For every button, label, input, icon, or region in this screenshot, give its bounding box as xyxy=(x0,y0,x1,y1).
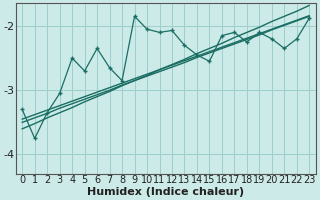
X-axis label: Humidex (Indice chaleur): Humidex (Indice chaleur) xyxy=(87,187,244,197)
